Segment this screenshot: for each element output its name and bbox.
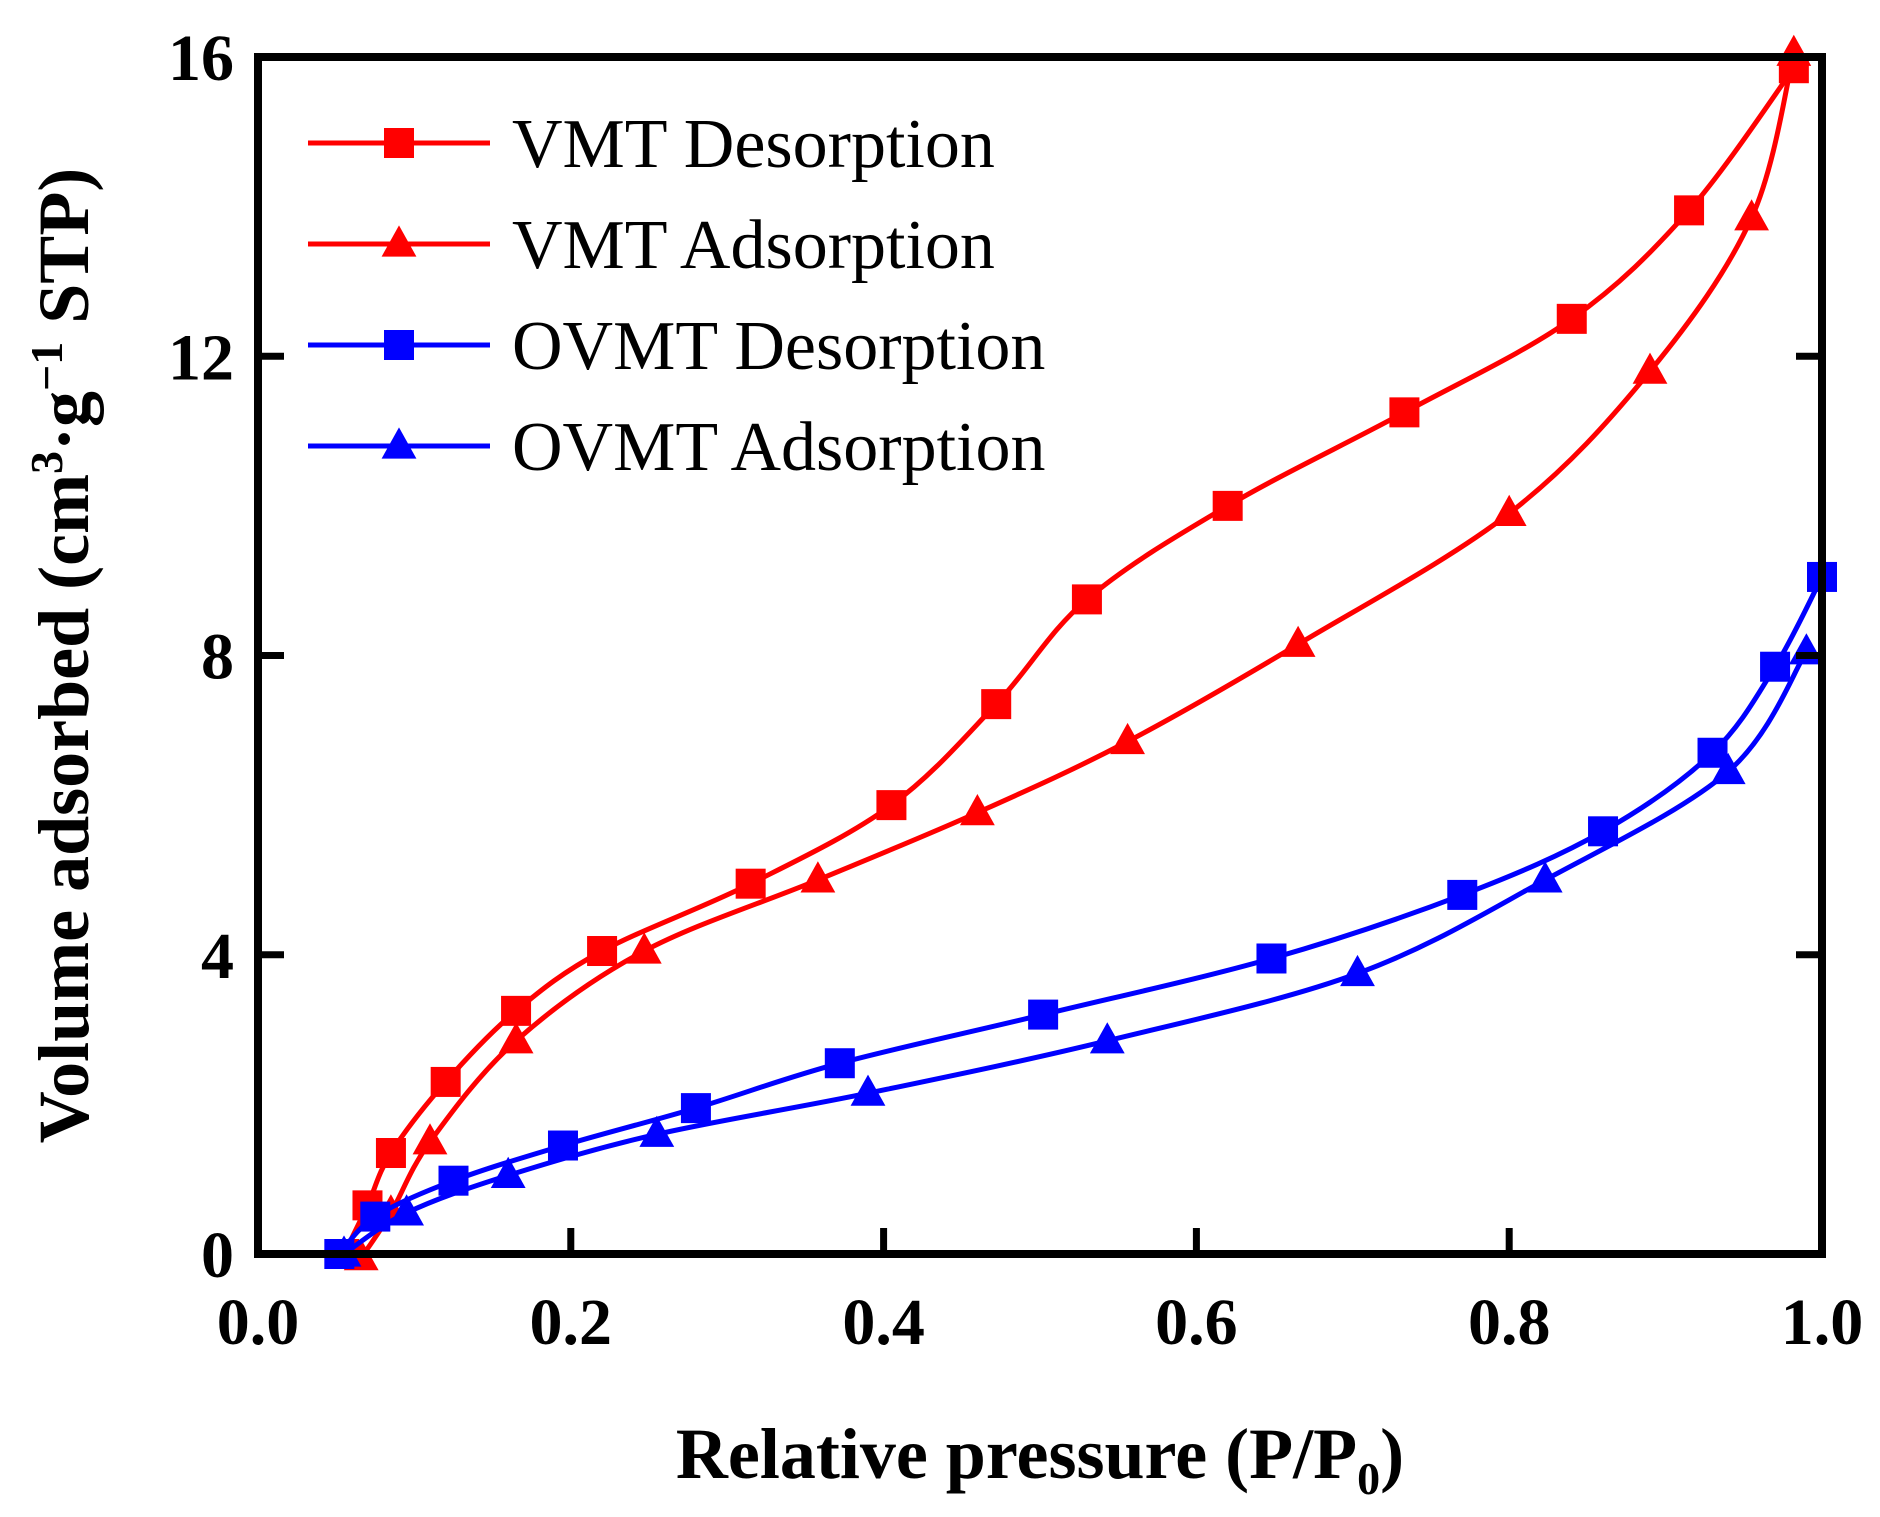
legend-item-3: OVMT Adsorption [308,409,1045,486]
series-3-point-2 [490,1156,526,1188]
series-0-point-12 [1556,303,1587,334]
series-0-point-13 [1674,195,1705,226]
y-tick-label-0: 0 [201,1219,234,1292]
series-0-point-4 [501,995,532,1026]
x-tick-label-3: 0.6 [1155,1286,1238,1359]
series-3-point-5 [1089,1022,1125,1054]
y-tick-label-2: 8 [201,621,234,694]
series-3 [326,633,1824,1267]
series-0 [329,53,1809,1269]
series-2-point-6 [1028,999,1059,1030]
series-2-point-8 [1447,879,1478,910]
series-1-point-9 [1491,494,1527,526]
legend-marker-3 [381,427,417,459]
series-1-point-2 [412,1123,448,1155]
y-tick-label-3: 12 [168,321,234,394]
y-axis-title-part1: Volume adsorbed (cm [24,474,104,1143]
y-axis-title: Volume adsorbed (cm3·g−1 STP) [21,168,104,1144]
series-0-point-11 [1389,397,1420,428]
x-axis-title: Relative pressure (P/P0) [676,1414,1404,1504]
x-tick-label-1: 0.2 [530,1286,613,1359]
series-1-point-6 [960,794,995,826]
series-0-point-6 [735,868,766,899]
series-2-point-11 [1760,651,1791,682]
series-1-point-3 [498,1022,534,1054]
y-tick-label-4: 16 [168,22,234,95]
series-1-point-7 [1110,722,1145,755]
x-axis-title-subscript: 0 [1357,1453,1380,1504]
series-1-point-10 [1632,352,1668,384]
y-tick-label-1: 4 [201,920,234,993]
legend-label-3: OVMT Adsorption [512,409,1045,486]
legend-item-2: OVMT Desorption [308,308,1045,385]
series-1-point-12 [1776,34,1812,66]
series-2-point-7 [1256,943,1287,974]
series-1-point-8 [1280,625,1316,657]
legend-item-1: VMT Adsorption [308,207,995,284]
legend-label-1: VMT Adsorption [512,207,995,284]
y-axis-title-part2: ·g [24,391,104,451]
series-0-point-2 [375,1138,406,1169]
y-axis-title-part3: STP) [24,168,104,342]
series-2-point-10 [1697,737,1728,768]
x-tick-label-0: 0.0 [217,1286,300,1359]
series-3-point-4 [850,1074,886,1106]
series-1-point-11 [1734,199,1769,231]
legend-marker-1 [381,225,417,257]
x-tick-label-4: 0.8 [1468,1286,1551,1359]
legend-marker-2 [384,330,414,360]
y-axis-title-sup2: −1 [21,342,72,391]
series-layer [324,34,1837,1271]
series-1-point-5 [800,861,836,893]
legend-label-2: OVMT Desorption [512,308,1045,385]
series-2-point-5 [824,1048,855,1079]
series-3-point-1 [389,1194,424,1226]
legend: VMT Desorption VMT Adsorption OVMT Desorpt… [308,106,1045,486]
series-0-point-9 [1071,584,1102,615]
legend-item-0: VMT Desorption [308,106,995,183]
series-2-point-4 [680,1093,711,1124]
legend-marker-0 [384,128,414,158]
x-axis-title-main: Relative pressure (P/P [676,1414,1357,1494]
legend-label-0: VMT Desorption [512,106,995,183]
series-3-line [341,649,1809,1257]
series-3-point-7 [1527,861,1563,893]
series-1-point-4 [626,932,662,964]
series-0-point-7 [876,790,907,821]
plot-frame [254,53,1826,1258]
x-axis-title-close: ) [1380,1414,1404,1494]
series-0-point-3 [430,1066,461,1097]
x-tick-label-2: 0.4 [842,1286,925,1359]
series-0-point-10 [1212,490,1243,521]
x-tick-label-5: 1.0 [1781,1286,1864,1359]
series-0-point-8 [981,689,1012,720]
axes-layer: 0.0 0.2 0.4 0.6 0.8 1.0 0 4 8 12 16 [168,22,1863,1359]
series-3-point-3 [639,1115,675,1147]
series-0-point-5 [587,936,618,967]
series-3-point-8 [1710,752,1746,785]
series-3-point-6 [1340,954,1375,987]
y-axis-title-sup1: 3 [21,451,72,474]
